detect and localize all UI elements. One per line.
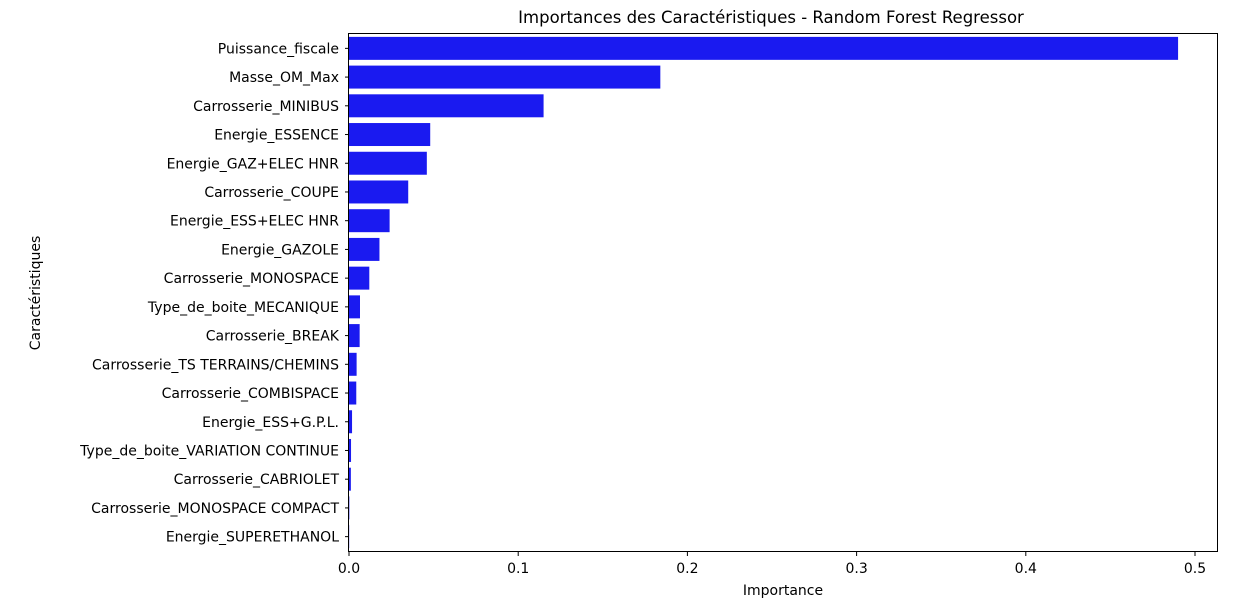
x-axis-title: Importance	[743, 583, 823, 599]
x-tick-label: 0.3	[845, 561, 867, 577]
x-tick-label: 0.5	[1184, 561, 1206, 577]
bar	[349, 381, 357, 405]
bar	[349, 36, 1179, 60]
bar	[349, 324, 360, 348]
y-tick-label: Energie_ESSENCE	[214, 128, 339, 144]
plot-frame	[348, 33, 1218, 552]
y-tick-label: Masse_OM_Max	[229, 70, 339, 86]
y-tick-label: Energie_SUPERETHANOL	[166, 530, 339, 546]
bar	[349, 266, 370, 290]
bar	[349, 438, 352, 462]
y-axis-ticks: Puissance_fiscale Masse_OM_Max Carrosserie…	[79, 41, 349, 546]
bar	[349, 237, 380, 261]
chart-title: Importances des Caractéristiques - Rando…	[518, 8, 1024, 27]
x-axis-ticks: 0.0 0.1 0.2 0.3 0.4 0.5	[338, 551, 1206, 577]
bar	[349, 467, 351, 491]
y-tick-label: Carrosserie_BREAK	[206, 329, 340, 345]
bar	[349, 410, 353, 434]
x-tick-label: 0.4	[1015, 561, 1037, 577]
bar	[349, 180, 409, 204]
bar	[349, 123, 431, 147]
y-tick-label: Energie_ESS+G.P.L.	[202, 415, 339, 431]
bar	[349, 151, 427, 175]
bar	[349, 352, 357, 376]
y-tick-label: Energie_GAZOLE	[221, 242, 339, 258]
y-tick-label: Carrosserie_MINIBUS	[193, 99, 339, 115]
bar	[349, 209, 390, 233]
x-tick-label: 0.0	[338, 561, 360, 577]
y-axis-title: Caractéristiques	[28, 236, 44, 350]
x-tick-label: 0.1	[507, 561, 529, 577]
y-tick-label: Carrosserie_MONOSPACE COMPACT	[91, 501, 339, 517]
y-tick-label: Energie_GAZ+ELEC HNR	[167, 156, 340, 172]
y-tick-label: Type_de_boite_VARIATION CONTINUE	[79, 443, 339, 459]
y-tick-label: Carrosserie_CABRIOLET	[174, 472, 340, 488]
y-tick-label: Type_de_boite_MECANIQUE	[147, 300, 339, 316]
bar	[349, 65, 661, 89]
y-tick-label: Puissance_fiscale	[218, 41, 339, 57]
bar	[349, 94, 544, 118]
x-tick-label: 0.2	[676, 561, 698, 577]
y-tick-label: Carrosserie_COUPE	[204, 185, 339, 201]
y-tick-label: Carrosserie_TS TERRAINS/CHEMINS	[92, 357, 339, 373]
y-tick-label: Carrosserie_COMBISPACE	[162, 386, 339, 402]
y-tick-label: Carrosserie_MONOSPACE	[164, 271, 339, 287]
bar	[349, 295, 360, 319]
y-tick-label: Energie_ESS+ELEC HNR	[170, 214, 339, 230]
bars-group	[349, 36, 1179, 549]
